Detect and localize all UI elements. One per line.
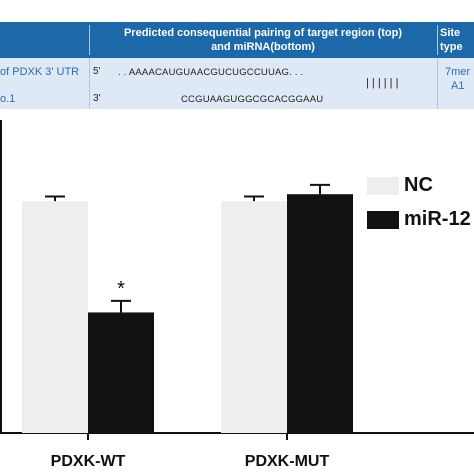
gene-label-sub: o.1 xyxy=(0,93,16,105)
x-tick-label: PDXK-WT xyxy=(51,453,126,470)
bar-chart: PDXK-WT PDXK-MUT * xyxy=(0,120,474,470)
pairing-bars: | | | | | | xyxy=(366,77,399,89)
legend-swatch-nc xyxy=(367,177,399,195)
site-type-sub: A1 xyxy=(451,80,465,92)
table-row xyxy=(0,58,474,109)
row-divider xyxy=(437,58,438,109)
target-sequence: . . AAAACAUGUAACGUCUGCCUUAG. . . xyxy=(118,67,304,78)
bar-mir-12-pdxk-mut xyxy=(287,194,353,433)
header-pairing-line2: and miRNA(bottom) xyxy=(211,41,315,53)
significance-star: * xyxy=(117,278,125,300)
bar-nc-pdxk-mut xyxy=(221,201,287,433)
legend-label-nc: NC xyxy=(404,174,433,196)
x-tick-label: PDXK-MUT xyxy=(245,453,330,470)
header-site: Site type xyxy=(440,26,474,54)
header-site-line1: Site xyxy=(440,27,461,39)
prime5-label: 5' xyxy=(93,66,101,77)
pairing-table: Predicted consequential pairing of targe… xyxy=(0,22,474,109)
bar-nc-pdxk-wt xyxy=(22,201,88,433)
header-divider xyxy=(437,25,438,55)
legend-label-mir: miR-12 xyxy=(404,208,471,230)
header-pairing: Predicted consequential pairing of targe… xyxy=(90,26,436,54)
header-divider xyxy=(89,25,90,55)
prime3-label: 3' xyxy=(93,93,101,104)
table-header: Predicted consequential pairing of targe… xyxy=(0,22,474,58)
row-divider xyxy=(89,58,90,109)
site-type: 7mer xyxy=(445,66,471,78)
gene-label: of PDXK 3' UTR xyxy=(0,66,80,78)
mirna-sequence: CCGUAAGUGGCGCACGGAAU xyxy=(181,94,324,105)
header-pairing-line1: Predicted consequential pairing of targe… xyxy=(123,27,403,39)
bar-mir-12-pdxk-wt xyxy=(88,312,154,433)
plot-area: PDXK-WT PDXK-MUT * xyxy=(0,120,474,470)
legend-swatch-mir xyxy=(367,211,399,229)
header-site-line2: type xyxy=(440,41,463,53)
